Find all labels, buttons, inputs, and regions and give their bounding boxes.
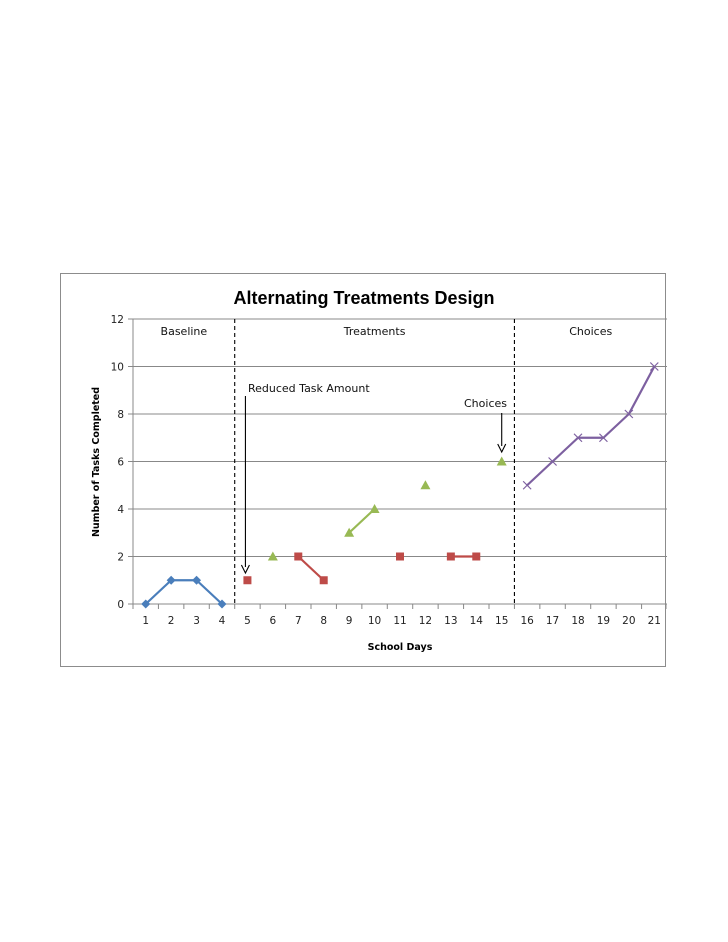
annotation-choices: Choices [464, 397, 507, 410]
data-point-x [599, 433, 608, 443]
phase-lines: Baseline Treatments Choices [161, 319, 612, 604]
data-point-triangle [344, 527, 355, 537]
data-point-x [649, 362, 659, 371]
x-tick-label: 14 [470, 615, 484, 627]
x-marker-stroke [548, 457, 557, 466]
x-marker-stroke [599, 433, 608, 443]
annotation-reduced-task-amount: Reduced Task Amount [248, 382, 370, 395]
y-tick-label: 12 [111, 314, 124, 326]
data-point-x [624, 409, 634, 419]
y-tick-label: 6 [117, 457, 124, 469]
data-point-diamond [192, 575, 202, 585]
x-tick-label: 12 [419, 615, 432, 627]
x-axis-label: School Days [368, 642, 433, 653]
data-point-diamond [141, 599, 151, 609]
annotations: Reduced Task Amount Choices [240, 382, 507, 575]
alternating-treatments-chart: Alternating Treatments Design 0246810121… [91, 288, 667, 653]
x-tick-label: 8 [320, 615, 327, 627]
y-tick-label: 8 [117, 409, 124, 421]
x-tick-label: 4 [219, 615, 226, 627]
data-point-diamond [217, 599, 227, 609]
data-point-x [548, 457, 557, 466]
series-line [144, 579, 223, 605]
x-tick-label: 16 [520, 615, 534, 627]
data-point-triangle [420, 480, 431, 490]
data-point-triangle [496, 456, 507, 466]
y-tick-label: 4 [117, 504, 124, 516]
data-series [141, 362, 659, 609]
series-line [526, 365, 656, 487]
y-tick-label: 10 [111, 362, 124, 374]
chart-container: Alternating Treatments Design 0 2 4 6 8 10 12 1… [60, 273, 667, 667]
y-axis-label: Number of Tasks Completed [91, 387, 102, 537]
data-point-square [446, 552, 455, 561]
data-point-square [319, 576, 328, 585]
data-point-x [573, 433, 583, 443]
x-tick-label: 2 [168, 615, 175, 627]
chart-title: Alternating Treatments Design [233, 288, 494, 308]
x-tick-label: 6 [270, 615, 277, 627]
x-tick-label: 7 [295, 615, 302, 627]
x-tick-label: 20 [622, 615, 635, 627]
x-tick-label: 9 [346, 615, 353, 627]
annotation-arrowhead [240, 564, 250, 575]
data-point-square [243, 576, 252, 585]
y-tick-label: 0 [117, 599, 124, 611]
x-tick-label: 13 [444, 615, 457, 627]
gridlines [133, 318, 667, 605]
x-marker-stroke [649, 362, 659, 371]
x-marker-stroke [573, 433, 583, 443]
annotation-arrowhead [497, 443, 507, 454]
data-point-triangle [369, 504, 380, 513]
phase-label: Choices [569, 325, 612, 338]
phase-label: Treatments [343, 325, 406, 338]
x-tick-label: 18 [571, 615, 584, 627]
x-tick-label: 10 [368, 615, 381, 627]
phase-label: Baseline [161, 325, 208, 338]
series-line [297, 555, 325, 582]
data-point-diamond [166, 575, 176, 585]
x-tick-label: 19 [597, 615, 610, 627]
y-tick-label: 2 [117, 552, 124, 564]
x-tick-label: 3 [193, 615, 200, 627]
x-tick-label: 11 [393, 615, 406, 627]
x-tick-label: 17 [546, 615, 559, 627]
x-tick-label: 5 [244, 615, 251, 627]
x-marker-stroke [522, 480, 532, 490]
x-tick-label: 21 [648, 615, 661, 627]
data-point-square [294, 552, 303, 561]
x-marker-stroke [624, 409, 634, 419]
data-point-square [472, 552, 481, 561]
x-tick-label: 15 [495, 615, 508, 627]
data-point-x [522, 480, 532, 490]
x-tick-label: 1 [142, 615, 149, 627]
data-point-triangle [267, 551, 278, 561]
data-point-square [396, 552, 404, 561]
